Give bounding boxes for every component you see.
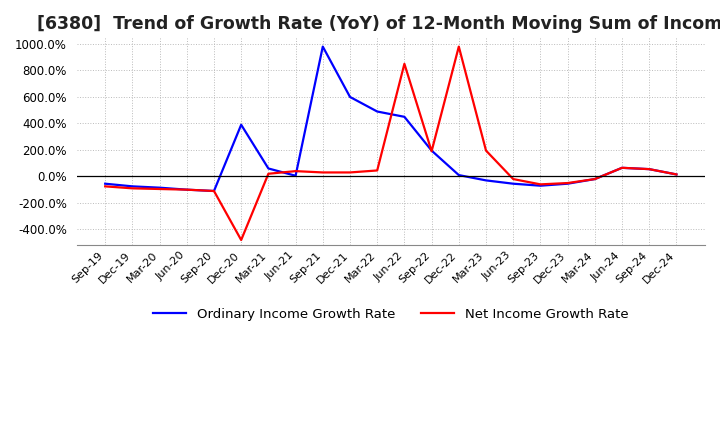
Net Income Growth Rate (182, 187, 191, 192)
Ordinary Income Growth Rate (128, 184, 137, 189)
Ordinary Income Growth Rate (509, 181, 518, 187)
Net Income Growth Rate (454, 44, 463, 49)
Ordinary Income Growth Rate (292, 173, 300, 178)
Net Income Growth Rate (427, 149, 436, 154)
Net Income Growth Rate (645, 166, 654, 172)
Ordinary Income Growth Rate (318, 44, 327, 49)
Net Income Growth Rate (536, 182, 545, 187)
Net Income Growth Rate (128, 186, 137, 191)
Net Income Growth Rate (482, 148, 490, 153)
Ordinary Income Growth Rate (563, 181, 572, 187)
Ordinary Income Growth Rate (101, 181, 109, 187)
Net Income Growth Rate (400, 61, 409, 66)
Net Income Growth Rate (237, 237, 246, 242)
Title: [6380]  Trend of Growth Rate (YoY) of 12-Month Moving Sum of Incomes: [6380] Trend of Growth Rate (YoY) of 12-… (37, 15, 720, 33)
Ordinary Income Growth Rate (427, 148, 436, 153)
Net Income Growth Rate (318, 170, 327, 175)
Ordinary Income Growth Rate (482, 178, 490, 183)
Ordinary Income Growth Rate (536, 183, 545, 188)
Ordinary Income Growth Rate (182, 187, 191, 192)
Net Income Growth Rate (509, 176, 518, 182)
Net Income Growth Rate (292, 169, 300, 174)
Net Income Growth Rate (373, 168, 382, 173)
Ordinary Income Growth Rate (156, 185, 164, 191)
Ordinary Income Growth Rate (210, 188, 218, 194)
Ordinary Income Growth Rate (346, 94, 354, 99)
Ordinary Income Growth Rate (400, 114, 409, 119)
Ordinary Income Growth Rate (618, 165, 626, 170)
Net Income Growth Rate (618, 165, 626, 170)
Ordinary Income Growth Rate (590, 176, 599, 182)
Ordinary Income Growth Rate (454, 172, 463, 178)
Legend: Ordinary Income Growth Rate, Net Income Growth Rate: Ordinary Income Growth Rate, Net Income … (148, 302, 634, 326)
Ordinary Income Growth Rate (373, 109, 382, 114)
Net Income Growth Rate (264, 171, 273, 176)
Net Income Growth Rate (156, 187, 164, 192)
Net Income Growth Rate (210, 188, 218, 194)
Ordinary Income Growth Rate (264, 166, 273, 171)
Net Income Growth Rate (101, 184, 109, 189)
Net Income Growth Rate (346, 170, 354, 175)
Ordinary Income Growth Rate (237, 122, 246, 128)
Net Income Growth Rate (590, 176, 599, 182)
Net Income Growth Rate (672, 172, 680, 177)
Line: Ordinary Income Growth Rate: Ordinary Income Growth Rate (105, 47, 676, 191)
Ordinary Income Growth Rate (645, 166, 654, 172)
Net Income Growth Rate (563, 180, 572, 186)
Ordinary Income Growth Rate (672, 172, 680, 177)
Line: Net Income Growth Rate: Net Income Growth Rate (105, 47, 676, 240)
